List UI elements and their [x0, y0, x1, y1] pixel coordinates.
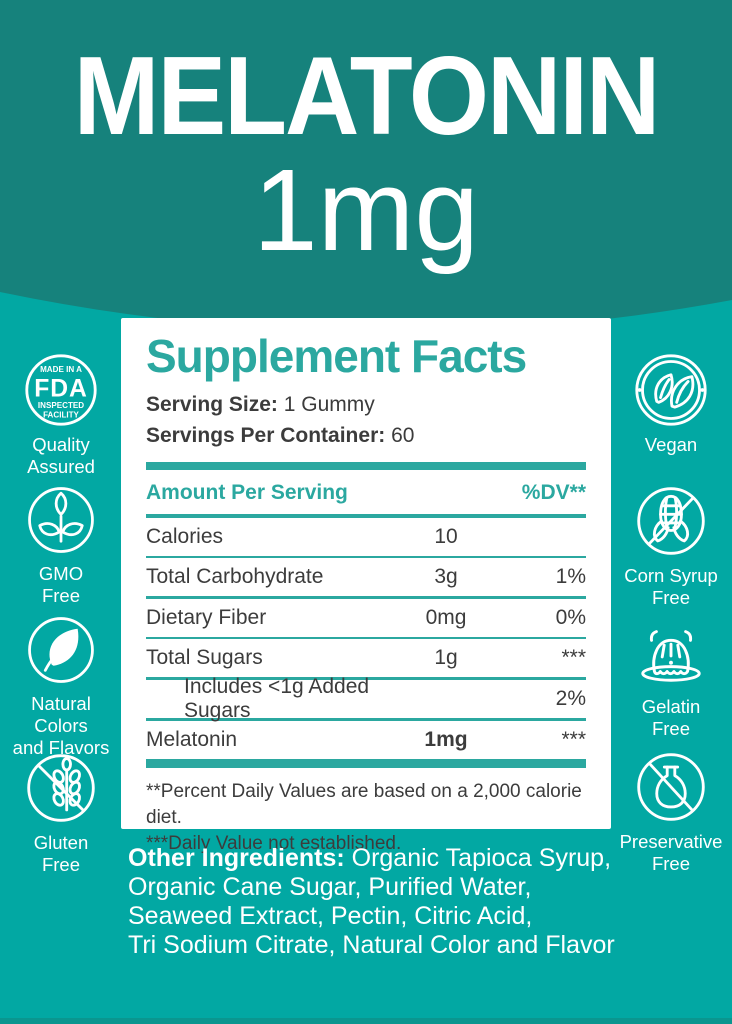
badge-label: Gluten Free	[33, 832, 89, 875]
row-amount: 3g	[434, 565, 458, 588]
footnotes: **Percent Daily Values are based on a 2,…	[146, 779, 586, 857]
row-amount: 1g	[434, 646, 458, 669]
divider-medium	[146, 717, 586, 721]
table-row-melatonin: Melatonin 1mg ***	[146, 721, 586, 759]
serving-size-label: Serving Size:	[146, 393, 278, 416]
row-dv: 2%	[555, 686, 586, 710]
badge-quality-assured: MADE IN A FDA INSPECTED FACILITY Quality…	[0, 352, 122, 478]
divider-thin	[146, 555, 586, 558]
row-dv: ***	[561, 728, 586, 751]
panel-title: Supplement Facts	[146, 330, 527, 382]
other-ingredients-label: Other Ingredients:	[128, 844, 345, 872]
badge-label: Natural Colors and Flavors	[12, 693, 110, 758]
column-dv: %DV**	[521, 481, 586, 504]
column-amount-per-serving: Amount Per Serving	[146, 481, 348, 504]
divider-thin	[146, 636, 586, 639]
badge-label: Vegan	[644, 434, 698, 455]
badge-corn-syrup-free: Corn Syrup Free	[610, 483, 732, 609]
fda-line-top: MADE IN A	[40, 365, 82, 374]
row-amount: 1mg	[424, 728, 468, 751]
fda-badge-icon: MADE IN A FDA INSPECTED FACILITY	[25, 354, 97, 426]
ingredients-line-2: Organic Cane Sugar, Purified Water,	[128, 873, 532, 901]
row-name: Melatonin	[146, 728, 238, 751]
header-background	[0, 0, 732, 333]
row-dv: 1%	[555, 565, 586, 588]
row-dv: 0%	[555, 605, 586, 629]
badge-label: Preservative Free	[619, 831, 723, 874]
row-name: Includes <1g Added Sugars	[184, 674, 370, 722]
other-ingredients: Other Ingredients: Organic Tapioca Syrup…	[128, 844, 620, 960]
badge-gluten-free: Gluten Free	[0, 750, 122, 876]
badge-gmo-free: GMO Free	[0, 483, 122, 607]
divider-thin	[146, 677, 586, 680]
product-name: MELATONIN	[73, 33, 661, 158]
serving-size-value: 1 Gummy	[277, 393, 375, 416]
gluten-free-icon	[27, 754, 95, 822]
badge-label: Corn Syrup Free	[624, 565, 718, 608]
table-row-calories: Calories 10	[146, 518, 586, 556]
ingredients-line-4: Tri Sodium Citrate, Natural Color and Fl…	[128, 931, 615, 959]
fda-line-sub2: FACILITY	[43, 411, 79, 420]
divider-medium	[146, 514, 586, 518]
serving-size-line: Serving Size: 1 Gummy	[146, 392, 586, 418]
natural-leaf-icon	[28, 617, 94, 683]
divider-thick	[146, 462, 586, 470]
badge-label: Quality Assured	[27, 434, 95, 477]
gelatin-free-icon	[641, 630, 701, 682]
table-row-total-carbohydrate: Total Carbohydrate 3g 1%	[146, 558, 586, 596]
servings-per-container-label: Servings Per Container:	[146, 424, 386, 447]
servings-per-container-line: Servings Per Container: 60	[146, 423, 586, 449]
badge-preservative-free: Preservative Free	[610, 749, 732, 875]
row-name: Dietary Fiber	[146, 605, 267, 629]
gmo-free-icon	[28, 487, 94, 553]
table-header-row: Amount Per Serving %DV**	[146, 470, 586, 514]
row-dv: ***	[561, 646, 586, 669]
supplement-facts-panel: Supplement Facts Serving Size: 1 Gummy S…	[121, 318, 611, 854]
badge-vegan: Vegan	[610, 352, 732, 456]
row-name: Total Carbohydrate	[146, 565, 324, 588]
row-name: Total Sugars	[146, 646, 263, 669]
ingredients-line-1: Other Ingredients: Organic Tapioca Syrup…	[128, 844, 620, 873]
fda-line-sub1: INSPECTED	[38, 401, 84, 410]
ingredients-text: Organic Tapioca Syrup,	[344, 844, 612, 872]
table-row-total-sugars: Total Sugars 1g ***	[146, 639, 586, 677]
footnote-dv-not-established: ***Daily Value not established.	[146, 833, 402, 854]
ingredients-line-3: Seaweed Extract, Pectin, Citric Acid,	[128, 902, 533, 930]
divider-thick	[146, 759, 586, 768]
table-row-added-sugars: Includes <1g Added Sugars 2%	[146, 675, 586, 722]
product-dose: 1mg	[253, 145, 479, 275]
row-amount: 0mg	[425, 605, 467, 629]
badge-label: GMO Free	[38, 563, 84, 606]
badge-natural-colors-flavors: Natural Colors and Flavors	[0, 613, 122, 758]
table-row-dietary-fiber: Dietary Fiber 0mg 0%	[146, 599, 586, 637]
vegan-icon	[635, 354, 707, 426]
badge-label: Gelatin Free	[641, 696, 701, 739]
servings-per-container-value: 60	[385, 424, 415, 447]
row-name: Calories	[146, 524, 224, 548]
badge-gelatin-free: Gelatin Free	[610, 616, 732, 740]
corn-syrup-free-icon	[637, 487, 705, 555]
bottom-edge-strip	[0, 1018, 732, 1024]
preservative-free-icon	[637, 753, 705, 821]
fda-line-main: FDA	[34, 376, 88, 403]
row-amount: 10	[434, 524, 458, 548]
footnote-daily-values: **Percent Daily Values are based on a 2,…	[146, 781, 582, 828]
divider-thin	[146, 596, 586, 599]
